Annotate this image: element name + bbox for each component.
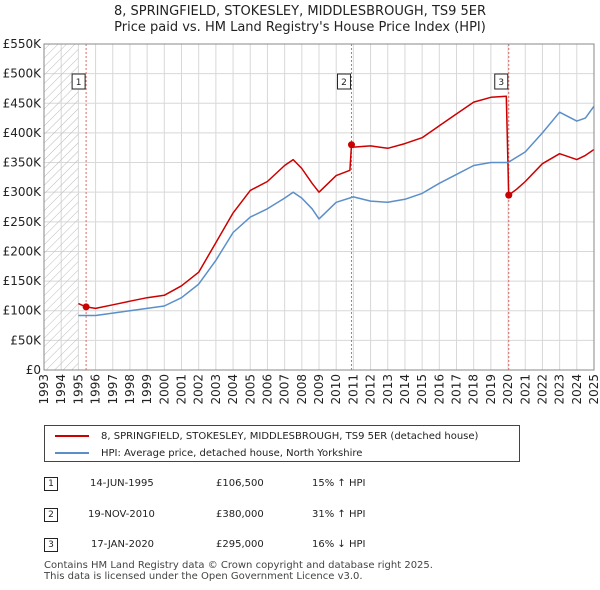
transaction-hpi-diff: 15% ↑ HPI (312, 478, 366, 489)
grid-lines (43, 43, 595, 371)
x-tick-label: 1998 (123, 374, 137, 405)
transaction-row: 1 14-JUN-1995 £106,500 15% ↑ HPI (44, 474, 564, 496)
y-tick-label: £300K (3, 185, 43, 199)
transaction-vlines (85, 44, 510, 370)
x-tick-label: 2022 (535, 374, 549, 405)
transaction-markers: 1 2 3 (71, 73, 513, 311)
transaction-number: 3 (44, 538, 58, 552)
legend: 8, SPRINGFIELD, STOKESLEY, MIDDLESBROUGH… (44, 425, 520, 462)
legend-swatch-property (55, 435, 89, 437)
transaction-date: 17-JAN-2020 (91, 539, 155, 550)
x-tick-label: 2006 (260, 374, 274, 405)
y-tick-label: £400K (3, 126, 43, 140)
x-tick-label: 2005 (243, 374, 257, 405)
x-tick-label: 2014 (398, 374, 412, 405)
y-tick-label: £200K (3, 244, 43, 258)
chart-title-line2: Price paid vs. HM Land Registry's House … (114, 20, 486, 35)
transaction-price: £106,500 (216, 478, 264, 489)
x-tick-label: 2010 (329, 374, 343, 405)
y-tick-label: £350K (3, 156, 43, 170)
chart-title-line1: 8, SPRINGFIELD, STOKESLEY, MIDDLESBROUGH… (114, 4, 486, 19)
legend-swatch-hpi (55, 452, 89, 454)
x-tick-label: 2017 (450, 374, 464, 405)
x-tick-label: 2003 (209, 374, 223, 405)
y-tick-label: £450K (3, 96, 43, 110)
legend-label-hpi: HPI: Average price, detached house, Nort… (101, 447, 363, 459)
transaction-point (505, 191, 513, 199)
transaction-marker-box (494, 73, 509, 90)
x-tick-label: 2023 (553, 374, 567, 405)
x-tick-label: 2018 (467, 374, 481, 405)
series-line-hpi (78, 105, 594, 317)
transaction-marker-label: 1 (76, 78, 82, 88)
x-tick-label: 2015 (415, 374, 429, 405)
x-tick-label: 1997 (106, 374, 120, 405)
x-axis-ticks: 1993 1994 1995 1996 1997 1998 1999 2000 2001 2002… (37, 374, 600, 405)
transaction-point (347, 141, 355, 149)
price-chart: 8, SPRINGFIELD, STOKESLEY, MIDDLESBROUGH… (3, 4, 600, 405)
x-tick-label: 2011 (346, 374, 360, 405)
y-tick-label: £0 (26, 363, 41, 377)
footer-copyright: Contains HM Land Registry data © Crown c… (44, 560, 433, 571)
transaction-price: £380,000 (216, 509, 264, 520)
transaction-row: 2 19-NOV-2010 £380,000 31% ↑ HPI (44, 505, 564, 527)
x-tick-label: 2004 (226, 374, 240, 405)
x-tick-label: 2007 (278, 374, 292, 405)
x-tick-label: 2024 (570, 374, 584, 405)
transaction-point (82, 303, 90, 311)
x-tick-label: 1999 (140, 374, 154, 405)
y-tick-label: £150K (3, 274, 43, 288)
transaction-row: 3 17-JAN-2020 £295,000 16% ↓ HPI (44, 535, 564, 557)
transaction-marker-label: 3 (498, 78, 504, 88)
x-tick-label: 1993 (37, 374, 51, 405)
series-line-property (78, 95, 594, 310)
footer: Contains HM Land Registry data © Crown c… (44, 560, 433, 582)
transaction-date: 14-JUN-1995 (90, 478, 154, 489)
x-tick-label: 1994 (54, 374, 68, 405)
x-tick-label: 1996 (89, 374, 103, 405)
plot-frame (43, 43, 595, 371)
transaction-number: 1 (44, 477, 58, 491)
footer-licence: This data is licensed under the Open Gov… (44, 571, 363, 582)
transaction-marker-label: 2 (341, 78, 347, 88)
y-axis-ticks: £0 £50K £100K £150K £200K £250K £300K £350K £400… (3, 37, 43, 377)
transaction-marker-box (71, 73, 86, 90)
x-tick-label: 2019 (484, 374, 498, 405)
transaction-marker-box (336, 73, 351, 90)
x-tick-label: 2021 (518, 374, 532, 405)
y-tick-label: £550K (3, 37, 43, 51)
series-lines (78, 95, 594, 317)
y-tick-label: £500K (3, 67, 43, 81)
transaction-price: £295,000 (216, 539, 264, 550)
transaction-hpi-diff: 31% ↑ HPI (312, 509, 366, 520)
x-tick-label: 1995 (71, 374, 85, 405)
transaction-date: 19-NOV-2010 (88, 509, 155, 520)
x-tick-label: 2000 (157, 374, 171, 405)
legend-label-property: 8, SPRINGFIELD, STOKESLEY, MIDDLESBROUGH… (101, 430, 479, 442)
x-tick-label: 2009 (312, 374, 326, 405)
x-tick-label: 2002 (192, 374, 206, 405)
y-tick-label: £250K (3, 215, 43, 229)
y-tick-label: £100K (3, 304, 43, 318)
transaction-number: 2 (44, 508, 58, 522)
y-tick-label: £50K (10, 333, 42, 347)
legend-item-property: 8, SPRINGFIELD, STOKESLEY, MIDDLESBROUGH… (55, 428, 478, 444)
x-tick-label: 2016 (432, 374, 446, 405)
x-tick-label: 2012 (364, 374, 378, 405)
x-tick-label: 2001 (175, 374, 189, 405)
legend-item-hpi: HPI: Average price, detached house, Nort… (55, 445, 362, 461)
x-tick-label: 2008 (295, 374, 309, 405)
x-tick-label: 2025 (587, 374, 600, 405)
x-tick-label: 2020 (501, 374, 515, 405)
pre-data-hatched-region (44, 44, 79, 370)
transaction-hpi-diff: 16% ↓ HPI (312, 539, 366, 550)
x-tick-label: 2013 (381, 374, 395, 405)
